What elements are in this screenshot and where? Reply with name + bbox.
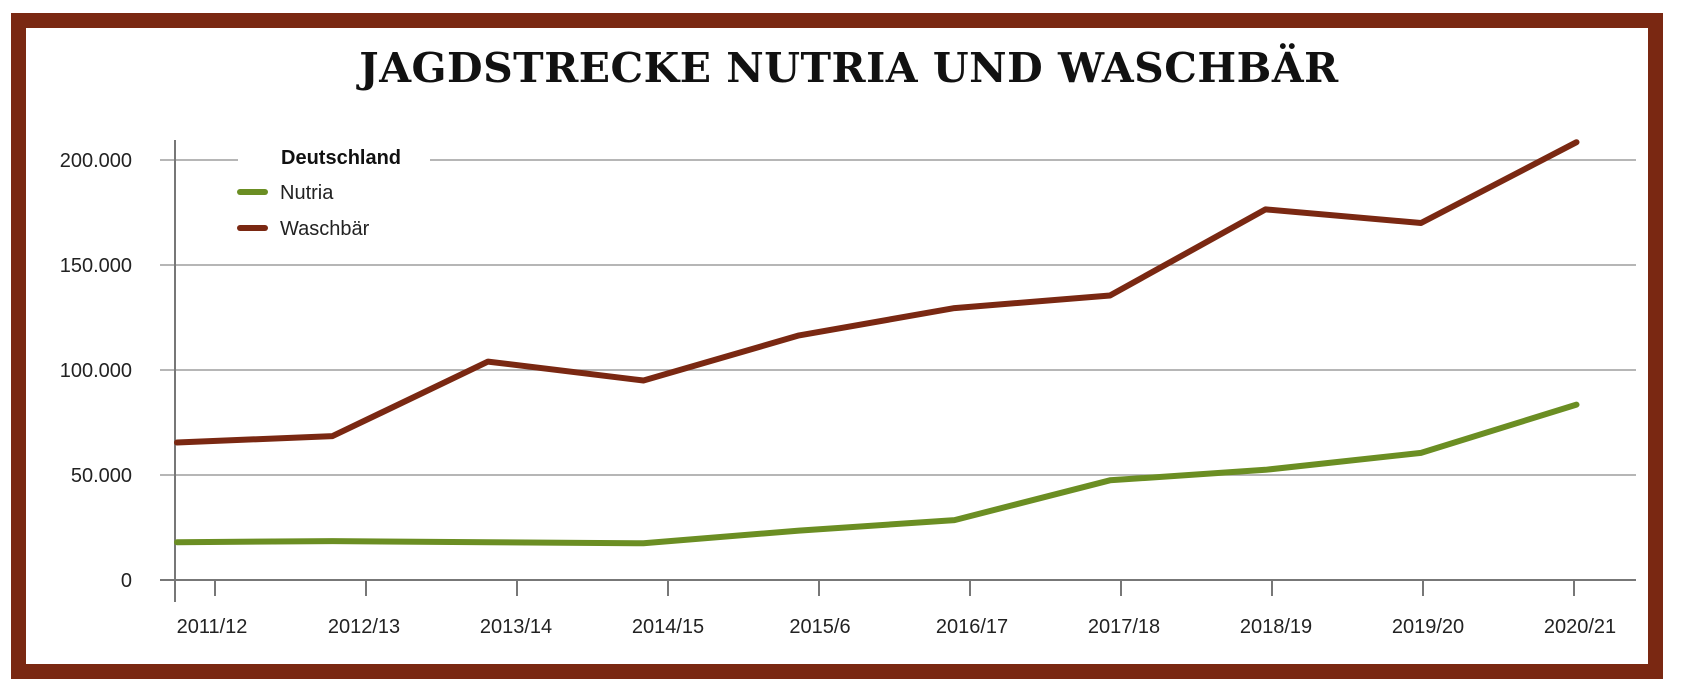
- series-line-waschbaer: [174, 139, 1580, 446]
- axes: [160, 140, 1636, 581]
- y-tick-label: 200.000: [60, 150, 132, 172]
- legend-title: Deutschland: [281, 147, 401, 169]
- legend-label-waschbaer: Waschbär: [280, 218, 370, 240]
- chart-frame: [11, 13, 1663, 679]
- legend-label-nutria: Nutria: [280, 182, 334, 204]
- chart-title: JAGDSTRECKE NUTRIA UND WASCHBÄR: [359, 44, 1339, 92]
- y-tick-label: 100.000: [60, 360, 132, 382]
- y-tick-label: 150.000: [60, 255, 132, 277]
- series-lines: [174, 139, 1580, 547]
- legend: Deutschland Nutria Waschbär: [237, 140, 430, 240]
- x-ticks: 2011/12 2012/13 2013/14 2014/15 2015/6 2016/1…: [174, 580, 1616, 638]
- x-tick-label: 2013/14: [480, 616, 552, 638]
- x-tick-label: 2011/12: [177, 616, 248, 638]
- y-tick-labels: 0 50.000 100.000 150.000 200.000: [60, 150, 132, 592]
- x-tick-label: 2018/19: [1240, 616, 1312, 638]
- x-tick-label: 2014/15: [632, 616, 704, 638]
- x-tick-label: 2019/20: [1392, 616, 1464, 638]
- y-tick-label: 50.000: [71, 465, 132, 487]
- x-tick-label: 2016/17: [936, 616, 1008, 638]
- x-tick-label: 2017/18: [1088, 616, 1160, 638]
- x-tick-label: 2020/21: [1544, 616, 1616, 638]
- series-line-nutria: [174, 401, 1580, 547]
- y-tick-label: 0: [121, 570, 132, 592]
- x-tick-label: 2015/6: [789, 616, 850, 638]
- x-tick-label: 2012/13: [328, 616, 400, 638]
- legend-background: [238, 140, 430, 240]
- grid-lines: [160, 159, 1636, 476]
